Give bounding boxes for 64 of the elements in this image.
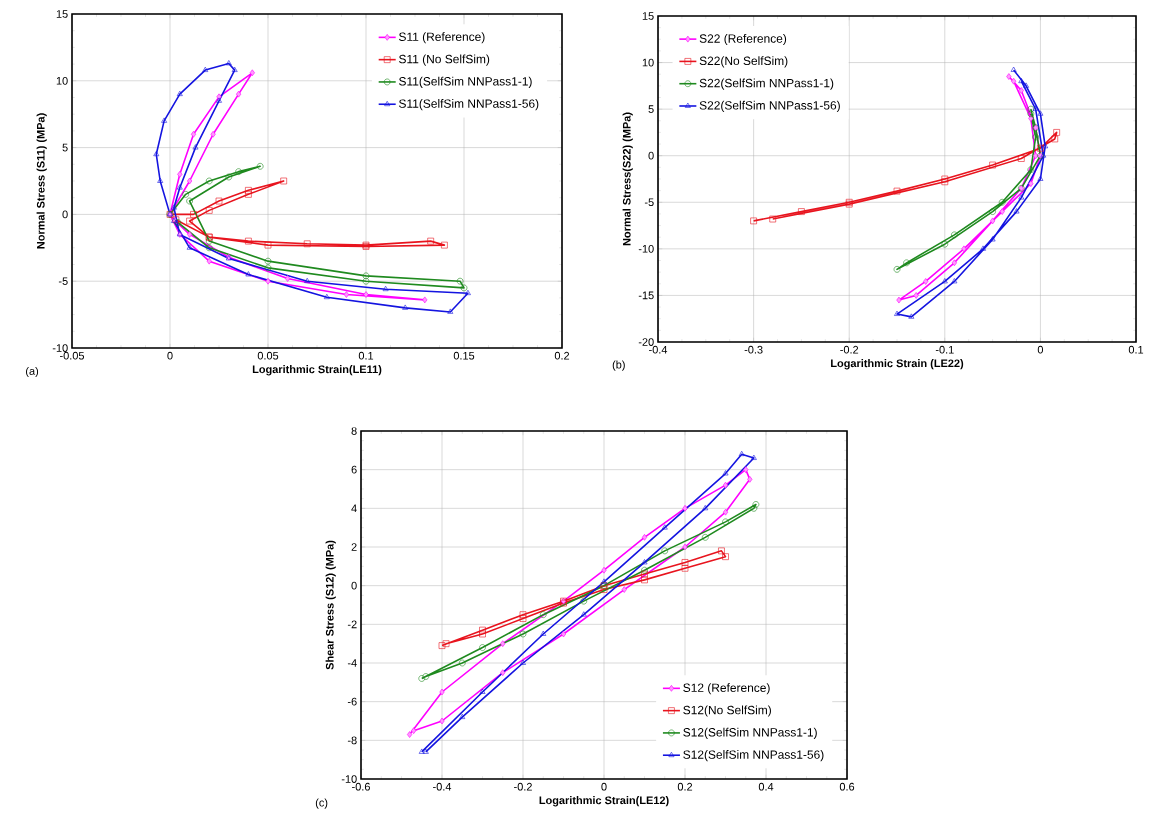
y-tick-label: 0 — [648, 151, 654, 160]
legend-label: S11(SelfSim NNPass1-1) — [399, 76, 532, 88]
x-tick-label: 0.15 — [453, 351, 475, 360]
y-tick-label: -10 — [52, 344, 68, 352]
x-tick-label: 0.05 — [257, 351, 279, 360]
x-tick-label: 0.1 — [358, 351, 374, 360]
x-tick-label: 0.2 — [677, 782, 693, 791]
y-tick-label: -10 — [638, 244, 654, 253]
y-tick-label: 2 — [351, 543, 357, 551]
x-axis-title: Logarithmic Strain(LE12) — [539, 796, 669, 807]
y-tick-label: -20 — [638, 338, 654, 346]
y-tick-label: -2 — [347, 620, 357, 629]
y-tick-label: 5 — [648, 105, 654, 113]
x-tick-label: -0.2 — [840, 345, 859, 354]
x-tick-label: -0.1 — [935, 345, 954, 354]
legend-label: S12(SelfSim NNPass1-56) — [683, 750, 824, 762]
legend-label: S11 (No SelfSim) — [399, 54, 490, 66]
x-tick-label: 0.6 — [839, 782, 855, 791]
y-tick-label: -10 — [341, 775, 357, 783]
x-tick-label: 0 — [1037, 345, 1044, 354]
legend-label: S22(SelfSim NNPass1-56) — [699, 100, 840, 112]
y-tick-label: -6 — [347, 697, 357, 706]
x-tick-label: 0.1 — [1128, 345, 1144, 354]
x-tick-label: 0 — [601, 782, 607, 791]
x-tick-label: -0.4 — [433, 782, 452, 791]
x-tick-label: -0.05 — [60, 351, 85, 360]
x-tick-label: -0.6 — [352, 782, 370, 791]
legend-label: S12(No SelfSim) — [683, 705, 771, 717]
y-axis-title: Normal Stress (S11) (MPa) — [36, 113, 47, 249]
legend-label: S22(No SelfSim) — [699, 56, 788, 68]
y-tick-label: -15 — [638, 291, 654, 300]
legend-label: S22 (Reference) — [699, 33, 787, 46]
legend-label: S11(SelfSim NNPass1-56) — [399, 99, 539, 111]
y-tick-label: 0 — [351, 581, 357, 590]
y-tick-label: -5 — [644, 198, 654, 207]
legend-label: S12 (Reference) — [683, 683, 770, 695]
legend-label: S22(SelfSim NNPass1-1) — [699, 78, 834, 90]
x-axis-title: Logarithmic Strain (LE22) — [831, 359, 964, 370]
y-tick-label: -5 — [58, 277, 68, 286]
y-axis-title: Shear Stress (S12) (MPa) — [325, 540, 336, 670]
x-tick-label: 0 — [167, 351, 173, 360]
y-tick-label: 15 — [642, 12, 654, 20]
y-tick-label: 10 — [56, 76, 68, 85]
y-tick-label: -8 — [347, 736, 357, 745]
y-tick-label: 15 — [56, 10, 68, 18]
y-tick-label: 6 — [351, 465, 357, 474]
legend-label: S12(SelfSim NNPass1-1) — [683, 727, 817, 739]
y-tick-label: 5 — [62, 143, 68, 152]
x-tick-label: -0.3 — [744, 345, 763, 354]
x-tick-label: 0.4 — [758, 782, 774, 791]
y-tick-label: 4 — [351, 504, 357, 513]
text: (a) — [26, 366, 39, 378]
y-tick-label: 10 — [642, 58, 654, 67]
legend-label: S11 (Reference) — [399, 32, 485, 44]
y-tick-label: 0 — [62, 210, 68, 219]
text: (b) — [612, 360, 625, 371]
y-tick-label: 8 — [351, 427, 357, 435]
x-axis-title: Logarithmic Strain(LE11) — [252, 365, 382, 376]
y-axis-title: Normal Stress(S22) (MPa) — [622, 112, 633, 246]
text: (c) — [315, 798, 328, 809]
y-tick-label: -4 — [347, 659, 357, 667]
x-tick-label: -0.4 — [649, 345, 668, 354]
x-tick-label: -0.2 — [514, 782, 532, 791]
x-tick-label: 0.2 — [554, 351, 570, 360]
